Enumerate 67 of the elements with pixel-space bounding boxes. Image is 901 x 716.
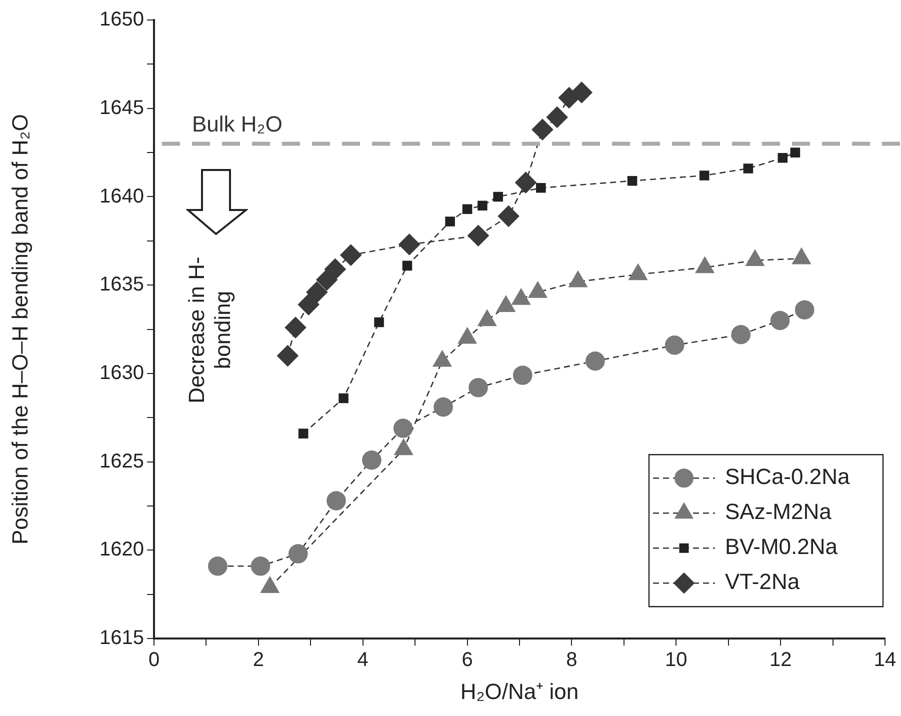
point [277,345,298,366]
legend-label: SAz-M2Na [725,499,832,524]
x-tick-label: 12 [769,649,792,672]
x-tick-label: 10 [665,649,688,672]
x-tick-label: 8 [566,649,578,672]
point [462,204,472,214]
point [794,300,814,320]
point [445,216,455,226]
point [731,324,751,344]
legend-label: BV-M0.2Na [725,534,838,560]
x-tick-label: 6 [462,649,473,672]
point [498,206,520,227]
point [298,428,308,438]
point [208,556,228,576]
point [512,366,532,385]
point [493,192,503,202]
y-tick-label: 1635 [100,274,144,296]
point [790,148,800,158]
point [288,544,308,564]
y-tick-label: 1640 [100,185,144,208]
point [558,87,580,108]
x-tick-label: 14 [874,649,896,672]
point [478,200,488,210]
annotation: Decrease in H-bonding [184,256,236,406]
point [536,183,546,193]
y-tick-label: 1645 [100,96,144,119]
x-axis-title: H₂O/Na⁺ ion [460,678,579,704]
point [546,106,568,128]
y-tick-label: 1625 [100,450,144,472]
point [743,164,754,174]
point [515,172,536,194]
point [532,118,554,140]
point [770,310,790,330]
y-tick-label: 1620 [100,538,144,561]
point [627,176,638,186]
point [586,351,605,371]
y-tick-label: 1650 [100,8,144,31]
point [778,152,788,163]
point [316,269,338,290]
y-axis-title: Position of the H–O–H bending band of H₂O [7,114,32,545]
x-tick-label: 2 [252,649,264,672]
point [468,224,489,246]
y-tick-label: 1630 [100,362,144,384]
point [338,393,348,404]
point [324,258,346,280]
point [468,378,488,398]
y-tick-label: 1615 [100,627,144,650]
legend-label: SHCa-0.2Na [725,464,850,490]
point [434,397,453,417]
point [306,282,328,303]
point [398,234,420,256]
x-tick-label: 4 [357,649,368,672]
point [362,450,382,470]
point [402,260,412,271]
point [284,316,306,338]
ref-line-label: Bulk H₂O [192,112,282,137]
point [699,170,710,180]
point [393,418,413,438]
legend-label: VT-2Na [725,569,800,594]
x-tick-label: 0 [148,649,160,672]
point [326,491,346,510]
point [250,556,270,576]
point [664,336,684,355]
point [570,82,592,104]
point [298,294,320,316]
point [374,317,384,328]
point [340,244,362,266]
